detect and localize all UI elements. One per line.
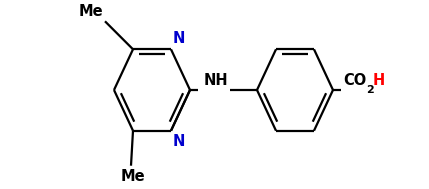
Text: 2: 2	[366, 85, 374, 95]
Text: N: N	[173, 31, 185, 46]
Text: CO: CO	[343, 73, 366, 88]
Text: Me: Me	[79, 4, 103, 19]
Text: N: N	[173, 134, 185, 149]
Text: H: H	[373, 73, 385, 88]
Text: NH: NH	[204, 73, 229, 88]
Text: Me: Me	[121, 169, 145, 184]
